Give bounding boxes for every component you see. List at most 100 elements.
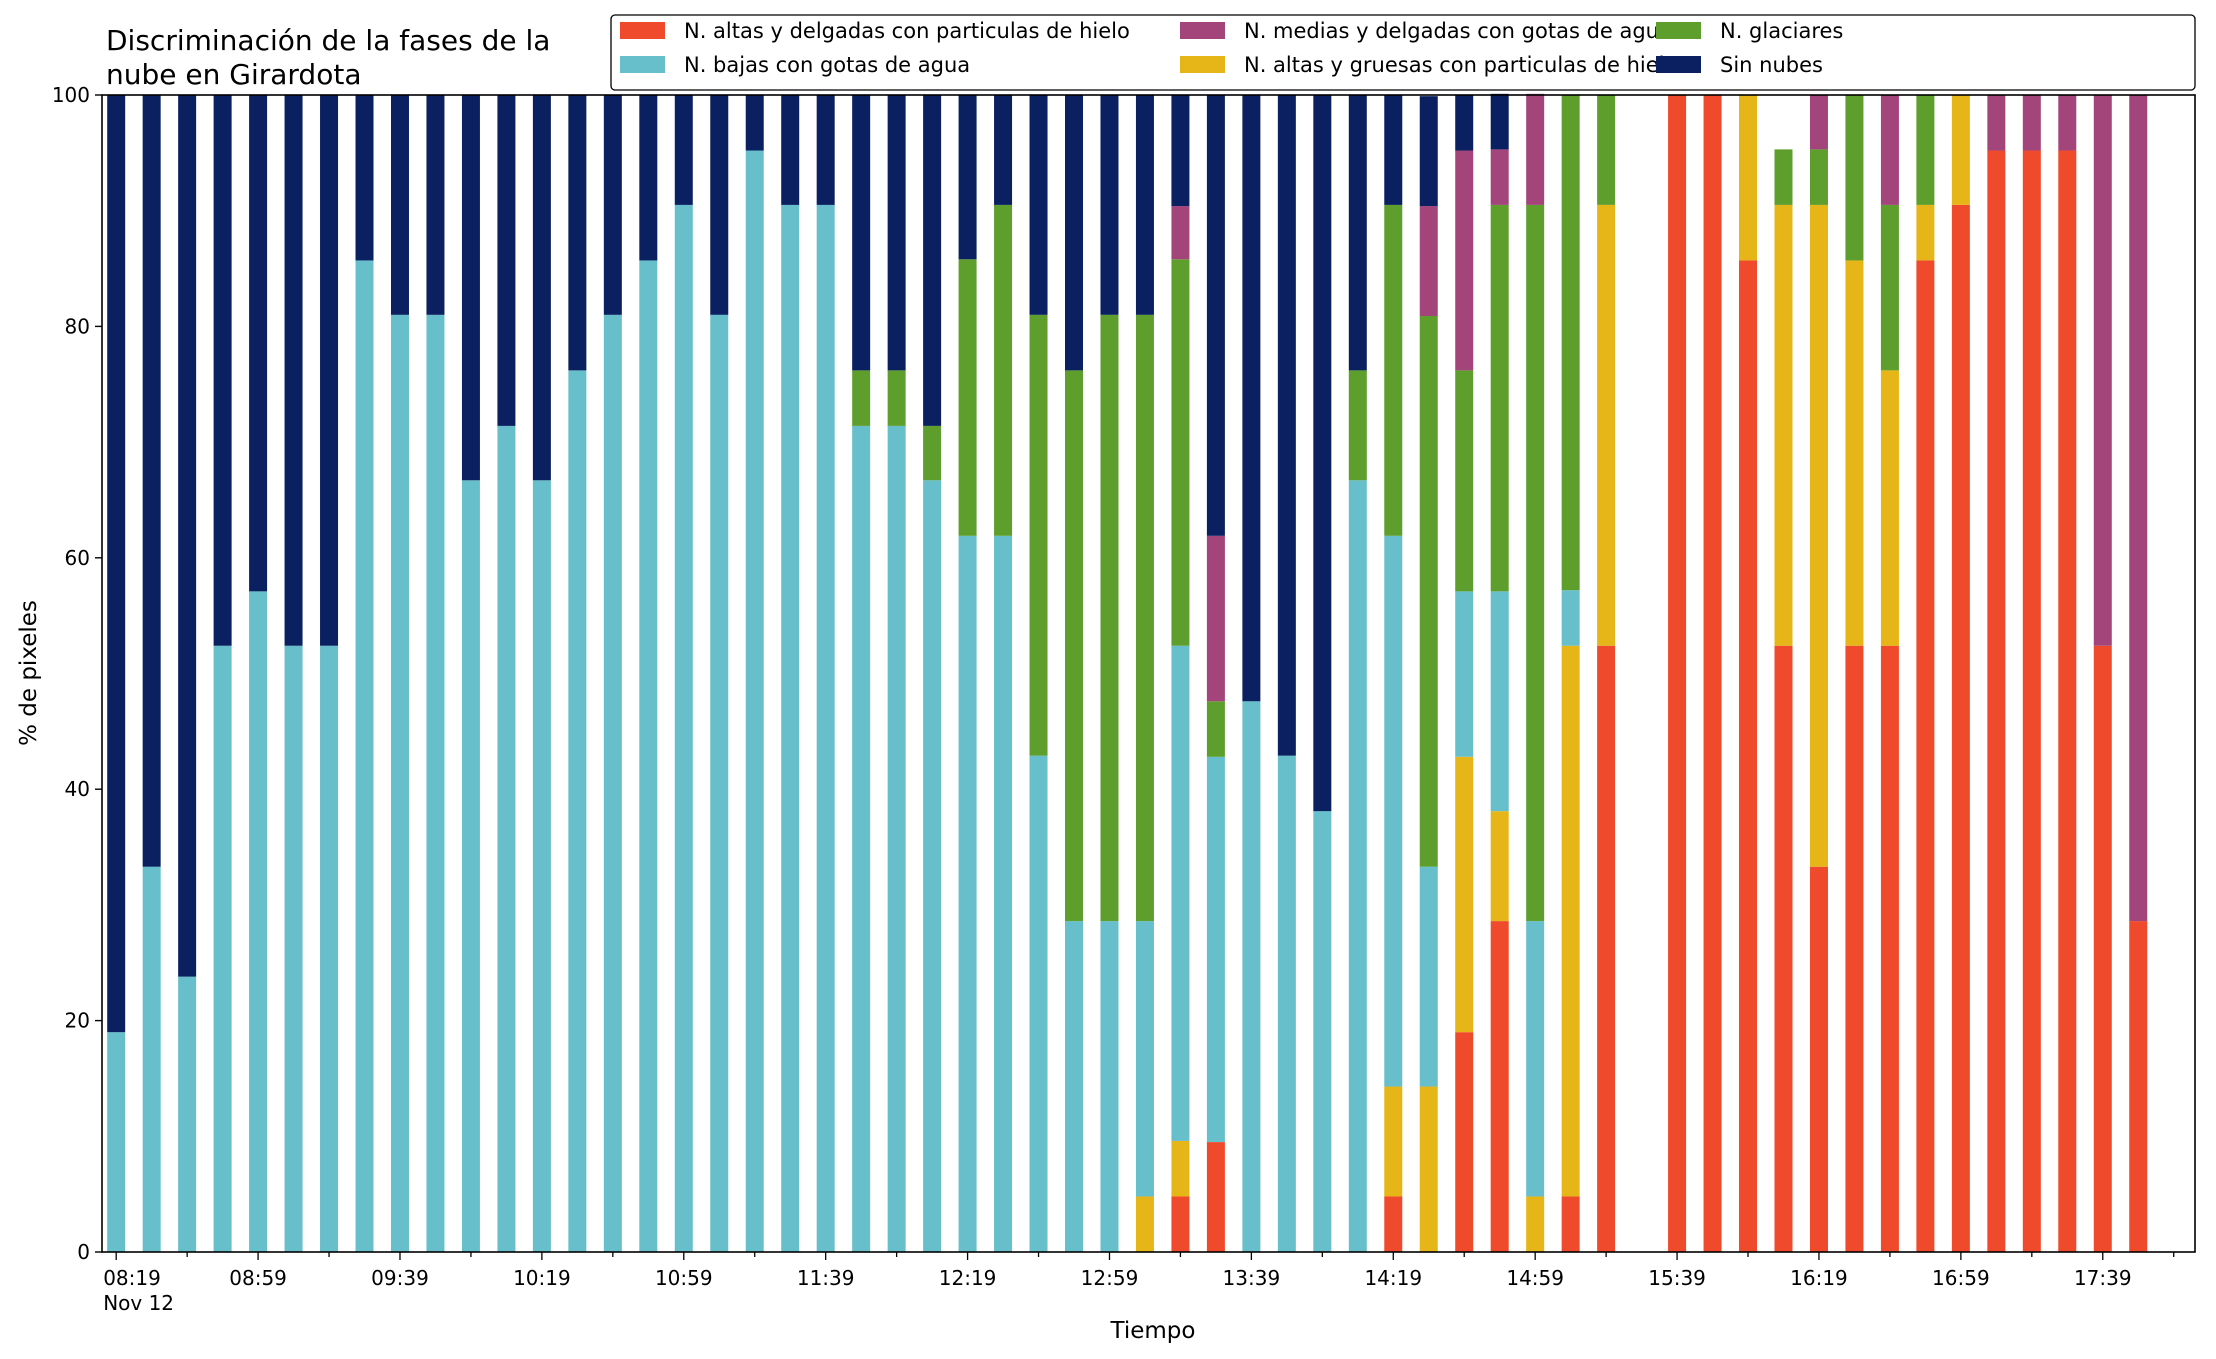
bar-segment: [1171, 645, 1190, 1141]
legend-swatch: [1180, 22, 1225, 39]
x-tick-label: 10:19: [513, 1266, 571, 1290]
bar-segment: [1668, 95, 1687, 1252]
x-axis: 08:19 08:59 09:39 10:19 10:59 11:39 12:19 12:59…: [103, 1252, 2175, 1315]
bar-segment: [2093, 645, 2112, 1252]
bar-segment: [958, 535, 977, 1252]
bar-segment: [142, 866, 161, 1252]
bar-segment: [2129, 95, 2148, 922]
x-tick-label: 12:19: [939, 1266, 997, 1290]
bar-segment: [1384, 95, 1403, 205]
x-tick-label: 08:59: [229, 1266, 287, 1290]
bar-segment: [994, 95, 1013, 205]
x-tick-label: 15:39: [1648, 1266, 1706, 1290]
bar-segment: [1135, 921, 1154, 1197]
bar-segment: [1206, 701, 1225, 757]
bar-segment: [107, 1032, 126, 1252]
bar-segment: [994, 204, 1013, 536]
bar-segment: [1100, 921, 1119, 1252]
x-tick-label: 12:59: [1081, 1266, 1139, 1290]
bar-segment: [1065, 921, 1083, 1252]
bar-segment: [1313, 95, 1332, 812]
bar-segment: [710, 314, 729, 1253]
bar-segment: [923, 480, 942, 1252]
legend-label: N. glaciares: [1720, 19, 1843, 43]
bar-segment: [1348, 480, 1367, 1252]
plot-frame: [101, 94, 2196, 1253]
bar-segment: [320, 645, 339, 1252]
bar-segment: [1348, 95, 1367, 371]
bar-segment: [923, 425, 942, 481]
legend-swatch: [620, 56, 665, 73]
bar-segment: [461, 480, 480, 1252]
bar-segment: [1384, 535, 1403, 1087]
bar-segment: [142, 95, 161, 867]
bar-segment: [497, 95, 516, 426]
bar-segment: [2058, 150, 2077, 1252]
bar-segment: [1809, 149, 1828, 205]
bar-segment: [1703, 95, 1722, 1252]
y-tick-label: 0: [77, 1240, 90, 1264]
bar-segment: [1242, 701, 1261, 1252]
bar-segment: [1455, 150, 1474, 371]
bar-segment: [426, 314, 445, 1253]
bar-segment: [497, 425, 516, 1252]
bar-segment: [781, 95, 800, 205]
bar-segment: [1171, 95, 1190, 207]
bar-segment: [249, 95, 268, 592]
bar-segment: [2129, 921, 2148, 1252]
bars-layer: [107, 93, 2148, 1253]
x-tick-label: 08:19: [103, 1266, 161, 1290]
bar-segment: [1455, 370, 1474, 592]
bar-segment: [390, 95, 409, 315]
bar-segment: [1206, 756, 1225, 1143]
x-axis-label: Tiempo: [1110, 1318, 1196, 1344]
bar-segment: [1135, 314, 1154, 922]
chart-title-line-2: nube en Girardota: [106, 58, 361, 91]
bar-segment: [1526, 204, 1545, 922]
bar-segment: [1419, 206, 1438, 316]
bar-segment: [1845, 645, 1864, 1252]
bar-segment: [1419, 866, 1438, 1087]
legend: N. altas y delgadas con particulas de hi…: [610, 14, 2196, 91]
bar-segment: [1809, 204, 1828, 867]
bar-segment: [603, 314, 622, 1253]
bar-segment: [1987, 150, 2006, 1252]
legend-label: N. altas y gruesas con particulas de hie…: [1244, 53, 1677, 77]
bar-segment: [1845, 260, 1864, 646]
bar-segment: [1455, 756, 1474, 1033]
bar-segment: [1526, 921, 1545, 1197]
bar-segment: [1526, 93, 1545, 205]
bar-segment: [390, 314, 409, 1253]
legend-label: N. altas y delgadas con particulas de hi…: [684, 19, 1130, 43]
x-tick-label: 09:39: [371, 1266, 429, 1290]
bar-segment: [887, 425, 906, 1252]
bar-segment: [1206, 95, 1225, 536]
bar-segment: [1774, 204, 1793, 646]
bar-segment: [1100, 314, 1119, 922]
bar-segment: [178, 95, 197, 977]
bar-segment: [1455, 591, 1474, 757]
bar-segment: [1526, 1196, 1545, 1252]
bar-segment: [1242, 95, 1261, 702]
bar-segment: [1845, 95, 1864, 261]
bar-segment: [2022, 95, 2041, 151]
bar-segment: [816, 204, 835, 1252]
bar-segment: [1135, 1196, 1154, 1252]
bar-segment: [1739, 95, 1758, 261]
x-tick-label: 14:19: [1364, 1266, 1422, 1290]
bar-segment: [1597, 645, 1616, 1252]
legend-swatch: [1180, 56, 1225, 73]
bar-segment: [1490, 204, 1509, 592]
chart-title-line-1: Discriminación de la fases de la: [106, 24, 550, 57]
bar-segment: [2022, 150, 2041, 1252]
bar-segment: [781, 204, 800, 1252]
x-tick-label: 14:59: [1506, 1266, 1564, 1290]
bar-segment: [1277, 95, 1296, 756]
bar-segment: [284, 645, 303, 1252]
bar-segment: [1739, 260, 1758, 1252]
bar-segment: [1951, 204, 1970, 1252]
bar-segment: [710, 95, 729, 315]
bar-segment: [1206, 1142, 1225, 1252]
